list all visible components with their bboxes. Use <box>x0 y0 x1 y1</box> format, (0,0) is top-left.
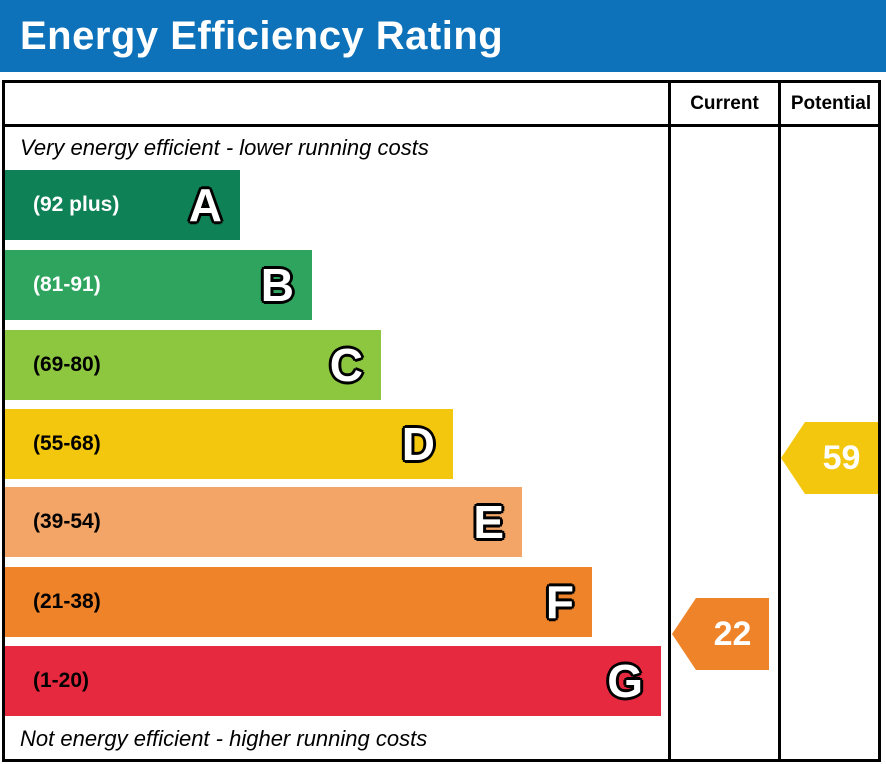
potential-column-header: Potential <box>790 92 872 114</box>
band-range-label: (69-80) <box>33 353 101 376</box>
band-bar-e: (39-54) E <box>5 487 522 557</box>
band-range-label: (81-91) <box>33 273 101 296</box>
current-column-divider <box>668 83 671 759</box>
band-letter: C <box>329 339 363 391</box>
band-range-label: (55-68) <box>33 432 101 455</box>
left-arrow-icon <box>672 598 769 670</box>
chart-header: Energy Efficiency Rating <box>0 0 886 72</box>
band-letter: B <box>260 259 294 311</box>
band-range-label: (39-54) <box>33 510 101 533</box>
page-title: Energy Efficiency Rating <box>20 13 504 58</box>
band-bar-g: (1-20) G <box>5 646 661 716</box>
band-bar-d: (55-68) D <box>5 409 453 479</box>
band-letter: D <box>401 418 435 470</box>
band-bar-a: (92 plus) A <box>5 170 240 240</box>
band-letter: E <box>473 496 504 548</box>
band-range-label: (1-20) <box>33 669 90 692</box>
band-letter: G <box>607 655 643 707</box>
current-column-header: Current <box>690 92 759 114</box>
band-range-label: (92 plus) <box>33 193 120 216</box>
left-arrow-icon <box>781 422 878 494</box>
potential-column-divider <box>778 83 781 759</box>
band-bar-f: (21-38) F <box>5 567 592 637</box>
potential-rating-value: 59 <box>822 438 861 477</box>
current-rating-pointer: 22 <box>672 598 769 670</box>
header-row-divider <box>2 124 881 127</box>
top-caption: Very energy efficient - lower running co… <box>20 135 429 160</box>
band-bar-b: (81-91) B <box>5 250 312 320</box>
band-bar-c: (69-80) C <box>5 330 381 400</box>
current-rating-value: 22 <box>713 614 752 653</box>
band-range-label: (21-38) <box>33 590 101 613</box>
bottom-caption: Not energy efficient - higher running co… <box>20 726 428 751</box>
potential-rating-pointer: 59 <box>781 422 878 494</box>
band-letter: A <box>188 179 222 231</box>
band-letter: F <box>545 576 574 628</box>
